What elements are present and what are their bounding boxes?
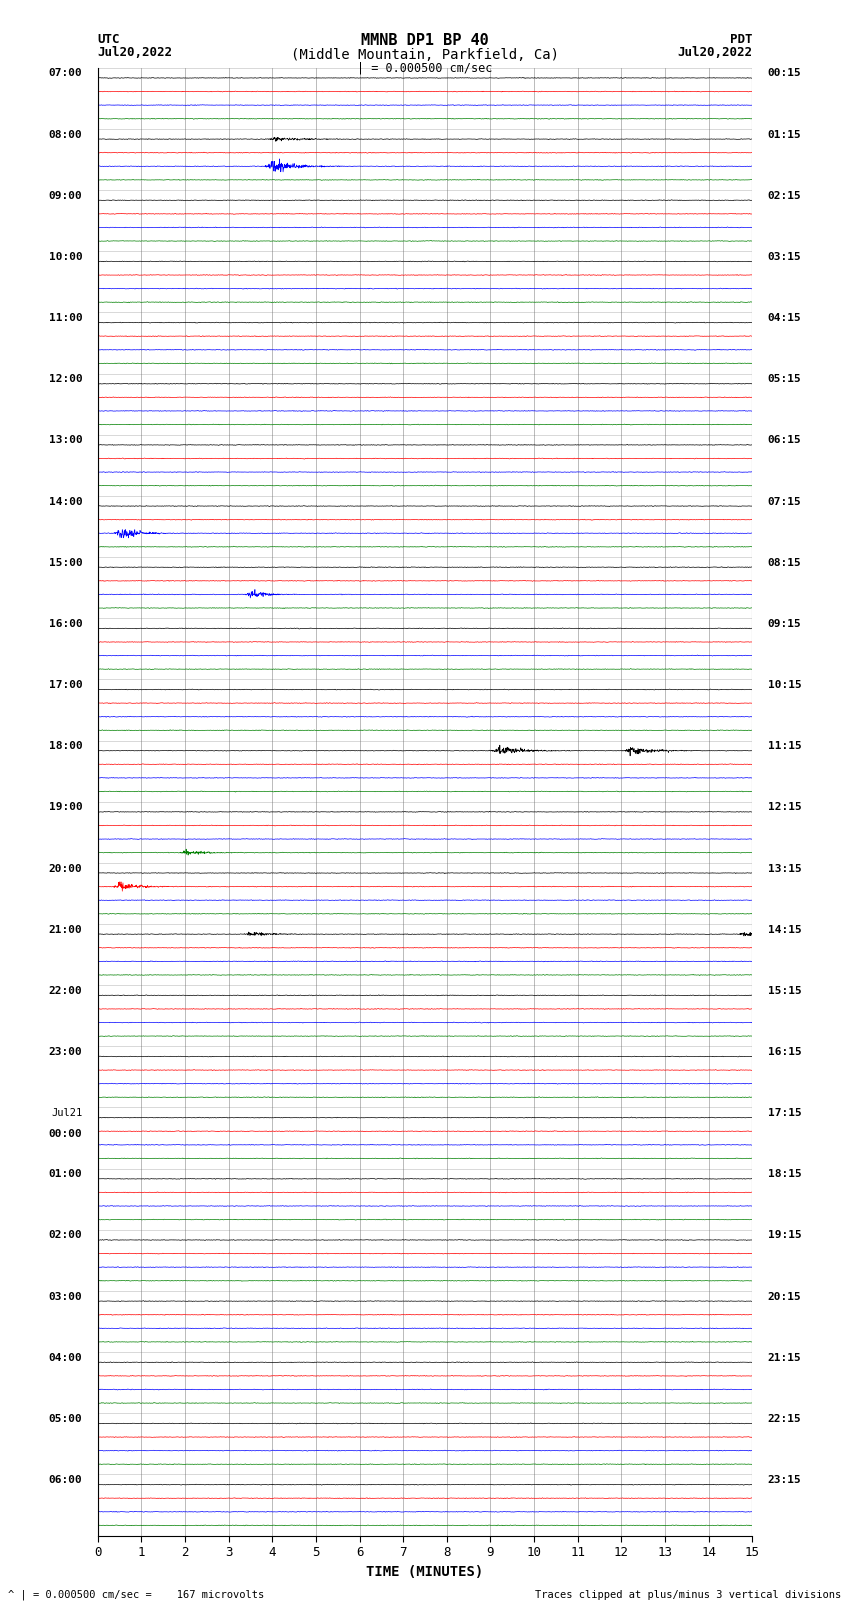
Text: 12:15: 12:15 <box>768 802 802 813</box>
Text: 16:15: 16:15 <box>768 1047 802 1057</box>
Text: 23:00: 23:00 <box>48 1047 82 1057</box>
Text: 15:00: 15:00 <box>48 558 82 568</box>
X-axis label: TIME (MINUTES): TIME (MINUTES) <box>366 1565 484 1579</box>
Text: 19:15: 19:15 <box>768 1231 802 1240</box>
Text: 19:00: 19:00 <box>48 802 82 813</box>
Text: 13:15: 13:15 <box>768 863 802 874</box>
Text: 21:00: 21:00 <box>48 924 82 934</box>
Text: Jul21: Jul21 <box>51 1108 82 1118</box>
Text: 16:00: 16:00 <box>48 619 82 629</box>
Text: 12:00: 12:00 <box>48 374 82 384</box>
Text: 08:00: 08:00 <box>48 129 82 140</box>
Text: | = 0.000500 cm/sec: | = 0.000500 cm/sec <box>357 61 493 74</box>
Text: 07:15: 07:15 <box>768 497 802 506</box>
Text: 09:00: 09:00 <box>48 190 82 200</box>
Text: 02:00: 02:00 <box>48 1231 82 1240</box>
Text: 08:15: 08:15 <box>768 558 802 568</box>
Text: 03:00: 03:00 <box>48 1292 82 1302</box>
Text: 00:15: 00:15 <box>768 68 802 79</box>
Text: 05:15: 05:15 <box>768 374 802 384</box>
Text: PDT: PDT <box>730 32 752 47</box>
Text: 17:00: 17:00 <box>48 681 82 690</box>
Text: 04:00: 04:00 <box>48 1353 82 1363</box>
Text: 21:15: 21:15 <box>768 1353 802 1363</box>
Text: Jul20,2022: Jul20,2022 <box>98 45 173 60</box>
Text: ^ | = 0.000500 cm/sec =    167 microvolts: ^ | = 0.000500 cm/sec = 167 microvolts <box>8 1589 264 1600</box>
Text: 10:15: 10:15 <box>768 681 802 690</box>
Text: 14:00: 14:00 <box>48 497 82 506</box>
Text: 22:00: 22:00 <box>48 986 82 995</box>
Text: 02:15: 02:15 <box>768 190 802 200</box>
Text: 04:15: 04:15 <box>768 313 802 323</box>
Text: 20:00: 20:00 <box>48 863 82 874</box>
Text: UTC: UTC <box>98 32 120 47</box>
Text: MMNB DP1 BP 40: MMNB DP1 BP 40 <box>361 32 489 48</box>
Text: 13:00: 13:00 <box>48 436 82 445</box>
Text: 07:00: 07:00 <box>48 68 82 79</box>
Text: 06:00: 06:00 <box>48 1476 82 1486</box>
Text: Jul20,2022: Jul20,2022 <box>677 45 752 60</box>
Text: 09:15: 09:15 <box>768 619 802 629</box>
Text: 11:00: 11:00 <box>48 313 82 323</box>
Text: 06:15: 06:15 <box>768 436 802 445</box>
Text: 03:15: 03:15 <box>768 252 802 261</box>
Text: 18:00: 18:00 <box>48 742 82 752</box>
Text: 10:00: 10:00 <box>48 252 82 261</box>
Text: 11:15: 11:15 <box>768 742 802 752</box>
Text: Traces clipped at plus/minus 3 vertical divisions: Traces clipped at plus/minus 3 vertical … <box>536 1590 842 1600</box>
Text: 01:00: 01:00 <box>48 1169 82 1179</box>
Text: (Middle Mountain, Parkfield, Ca): (Middle Mountain, Parkfield, Ca) <box>291 47 559 61</box>
Text: 17:15: 17:15 <box>768 1108 802 1118</box>
Text: 18:15: 18:15 <box>768 1169 802 1179</box>
Text: 20:15: 20:15 <box>768 1292 802 1302</box>
Text: 23:15: 23:15 <box>768 1476 802 1486</box>
Text: 22:15: 22:15 <box>768 1415 802 1424</box>
Text: 15:15: 15:15 <box>768 986 802 995</box>
Text: 01:15: 01:15 <box>768 129 802 140</box>
Text: 05:00: 05:00 <box>48 1415 82 1424</box>
Text: 14:15: 14:15 <box>768 924 802 934</box>
Text: 00:00: 00:00 <box>48 1129 82 1139</box>
